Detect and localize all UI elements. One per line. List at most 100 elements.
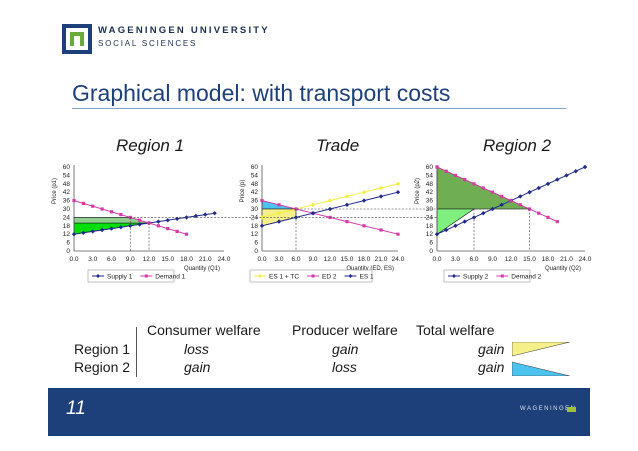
chart-1-series-1-line — [73, 212, 215, 235]
chart-3-x-tick-6: 18.0 — [542, 256, 555, 263]
chart-1-series-1-point — [81, 230, 86, 235]
chart-3-series-1-point — [462, 219, 467, 224]
chart-3-legend-marker-1 — [452, 274, 456, 278]
chart-1-x-tick-8: 24.0 — [218, 256, 231, 263]
chart-3-series-1-point — [564, 173, 569, 178]
chart-1-y-tick-48: 48 — [63, 181, 71, 188]
chart-2-series-1-point — [378, 185, 384, 191]
title-divider — [72, 108, 566, 109]
chart-3-legend-box — [443, 269, 531, 283]
footer-bar — [48, 388, 590, 436]
chart-1-x-tick-5: 15.0 — [161, 256, 174, 263]
chart-2-legend-label-2: ED 2 — [322, 274, 337, 281]
chart-1-y-tick-0: 0 — [66, 248, 70, 255]
chart-1-consumer-loss-area — [73, 217, 150, 224]
chart-3-series-1-point — [499, 202, 504, 207]
footer-logo-icon — [567, 407, 576, 412]
region-2-consumer: gain — [184, 359, 211, 375]
chart-2-series-1-point — [327, 198, 333, 203]
chart-2-series-3-point — [395, 190, 401, 195]
chart-2-y-axis-label: Price (p) — [240, 180, 246, 203]
chart-1-x-tick-3: 9.0 — [126, 256, 135, 263]
page-number: 11 — [66, 398, 86, 419]
chart-3-y-tick-60: 60 — [426, 164, 434, 171]
chart-2-y-tick-0: 0 — [254, 248, 258, 255]
chart-3-x-tick-5: 15.0 — [523, 256, 536, 263]
chart-3-x-tick-4: 12.0 — [505, 256, 518, 263]
chart-1-x-tick-0: 0.0 — [69, 256, 78, 263]
chart-1-y-tick-6: 6 — [66, 240, 70, 247]
chart-1-series-2-point — [138, 218, 142, 222]
chart-2-series-2-point — [345, 220, 349, 224]
region-1-consumer: loss — [184, 341, 209, 357]
chart-3-y-tick-36: 36 — [426, 198, 434, 205]
chart-2-x-tick-3: 9.0 — [308, 256, 317, 263]
chart-2-series-3-point — [310, 211, 316, 216]
chart-2-x-axis-label: Quantity (ED, ES) — [346, 266, 394, 272]
chart-2-series-3-point — [344, 202, 350, 207]
chart-3-legend-marker-2 — [500, 274, 504, 278]
chart-2-y-tick-54: 54 — [251, 172, 259, 179]
chart-1-series-2-point — [184, 232, 189, 236]
chart-2-x-tick-0: 0.0 — [257, 256, 266, 263]
page-title: Graphical model: with transport costs — [72, 80, 451, 106]
region-2-total: gain — [478, 359, 505, 375]
chart-3-x-tick-2: 6.0 — [469, 256, 478, 263]
chart-2-x-tick-6: 18.0 — [358, 256, 371, 263]
header-producer-welfare: Producer welfare — [292, 322, 398, 338]
chart-1-x-axis-label: Quantity (Q1) — [184, 266, 220, 272]
row-label-region-1: Region 1 — [74, 341, 131, 357]
chart-2-y-tick-12: 12 — [251, 231, 259, 238]
region-1-total: gain — [478, 341, 505, 357]
chart-1-y-tick-36: 36 — [63, 198, 71, 205]
chart-2-legend-marker-3 — [348, 274, 353, 278]
chart-1-legend-label-2: Demand 1 — [155, 274, 185, 281]
chart-2-y-tick-24: 24 — [251, 214, 259, 221]
chart-3-series-1-point — [536, 185, 541, 191]
chart-3-series-2-point — [463, 178, 467, 182]
chart-1-series-2-point — [175, 229, 179, 233]
chart-2-x-tick-1: 3.0 — [274, 256, 283, 263]
chart-1-series-1-point — [203, 212, 208, 217]
chart-2-x-tick-5: 15.0 — [341, 256, 354, 263]
chart-3-x-tick-0: 0.0 — [432, 256, 441, 263]
chart-1-series-1-point — [165, 218, 170, 223]
chart-3-series-1-point — [490, 206, 495, 212]
chart-3-y-tick-18: 18 — [426, 223, 434, 230]
chart-2-series-2-point — [396, 232, 400, 236]
chart-2-legend-label-1: ES 1 + TC — [269, 274, 299, 281]
chart-3-y-axis-label: Price (p2) — [415, 178, 421, 204]
chart-3-series-2-point — [472, 182, 476, 186]
chart-3-producer-loss-area — [436, 208, 475, 235]
chart-2-series-1-point — [344, 194, 350, 199]
table-divider — [136, 327, 137, 377]
chart-3-series-1-point — [545, 181, 551, 186]
chart-3-series-2-point — [453, 173, 458, 177]
chart-3-series-2-point — [509, 199, 513, 203]
chart-2-series-1-point — [310, 202, 316, 207]
chart-title-trade: Trade — [316, 136, 360, 155]
chart-3-series-1-point — [453, 223, 458, 228]
chart-3-series-2-point — [555, 220, 559, 224]
chart-3-series-2-point — [518, 203, 522, 207]
chart-1-y-tick-60: 60 — [63, 164, 71, 171]
chart-3-series-2-point — [546, 215, 550, 219]
chart-1-x-tick-1: 3.0 — [88, 256, 97, 263]
chart-3-series-1-point — [518, 194, 523, 199]
header-consumer-welfare: Consumer welfare — [147, 322, 261, 338]
chart-3-series-2-point — [435, 165, 439, 169]
chart-1-y-tick-12: 12 — [63, 231, 71, 238]
chart-1-series-1-point — [71, 232, 77, 237]
chart-3-y-tick-24: 24 — [426, 214, 434, 221]
chart-3-series-1-point — [582, 164, 588, 170]
chart-3-series-2-point — [481, 186, 485, 190]
chart-3-series-1-point — [444, 227, 449, 233]
chart-3-series-1-point — [481, 211, 486, 216]
chart-3-series-2-point — [490, 190, 495, 194]
chart-1-y-tick-42: 42 — [63, 189, 71, 196]
chart-3-series-1-point — [573, 169, 578, 174]
chart-1-series-2-point — [109, 210, 114, 214]
chart-1-series-2-point — [156, 224, 160, 228]
chart-2-series-2-point — [362, 224, 366, 228]
chart-2-series-3-point — [378, 194, 384, 199]
